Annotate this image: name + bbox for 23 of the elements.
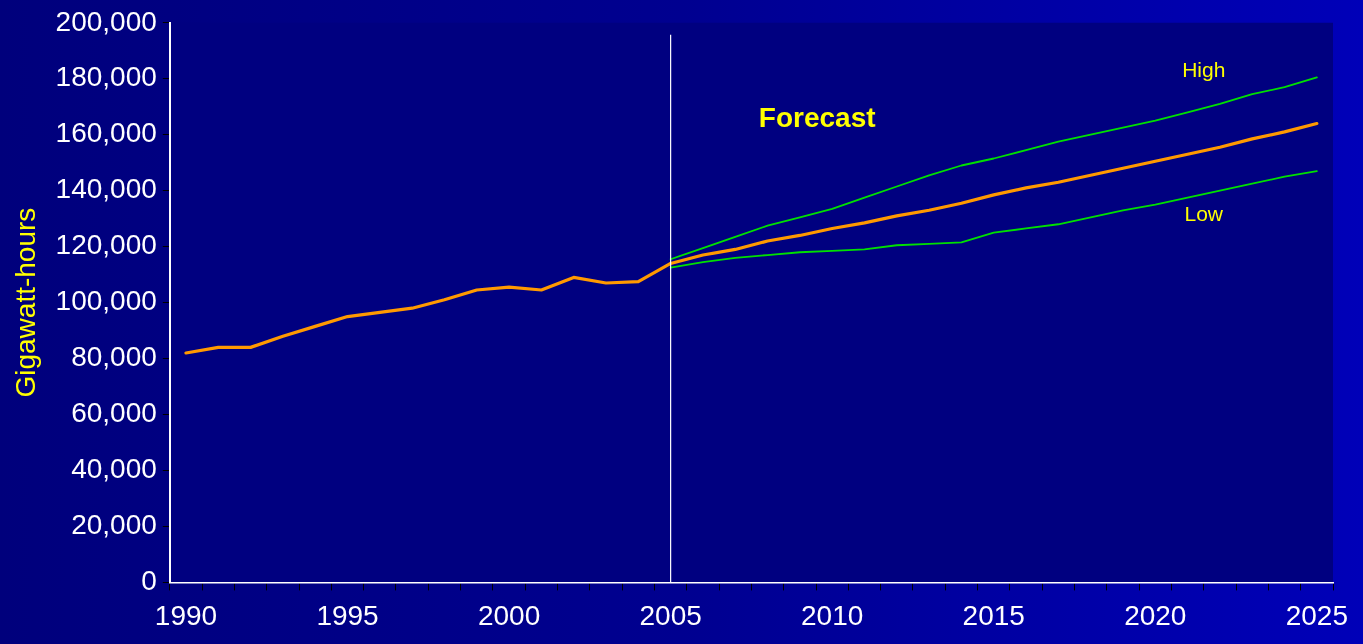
y-tick-label: 20,000 xyxy=(71,509,157,541)
x-tick-label: 2020 xyxy=(1124,599,1187,631)
x-tick-label: 2005 xyxy=(639,599,702,631)
y-tick-label: 160,000 xyxy=(55,117,157,149)
series-label: Low xyxy=(1184,201,1224,225)
y-axis-title: Gigawatt-hours xyxy=(9,207,41,398)
x-tick-label: 1990 xyxy=(154,599,218,631)
x-tick-label: 1995 xyxy=(316,599,379,631)
annotation: Forecast xyxy=(758,101,876,133)
series-label: High xyxy=(1182,58,1226,82)
x-tick-label: 2015 xyxy=(962,599,1025,631)
x-tick-label: 2000 xyxy=(477,599,541,631)
y-tick-label: 80,000 xyxy=(71,341,157,373)
y-tick-label: 100,000 xyxy=(55,285,157,317)
x-tick-label: 2025 xyxy=(1285,599,1348,631)
y-tick-label: 180,000 xyxy=(55,61,157,93)
y-tick-label: 40,000 xyxy=(71,453,157,485)
x-tick-label: 2010 xyxy=(801,599,864,631)
y-tick-label: 0 xyxy=(141,565,157,597)
y-tick-label: 120,000 xyxy=(55,229,157,261)
y-tick-label: 140,000 xyxy=(55,173,157,205)
y-tick-label: 60,000 xyxy=(71,397,157,429)
y-tick-label: 200,000 xyxy=(55,5,157,37)
